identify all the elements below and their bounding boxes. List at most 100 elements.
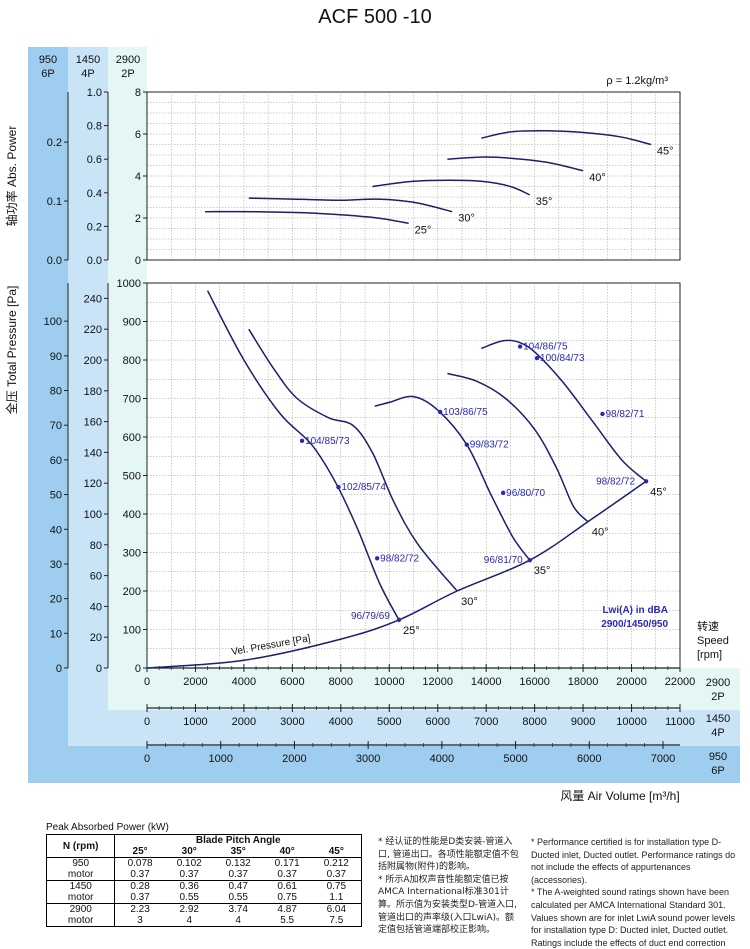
power-tick-950: 0.2 <box>47 137 62 149</box>
speed-right-1450-pole: 4P <box>711 727 724 739</box>
pressure-tick-2900: 800 <box>123 355 141 367</box>
volume-tick-2900: 14000 <box>471 676 502 688</box>
power-table: N (rpm) Blade Pitch Angle 25° 30° 35° 40° 45… <box>46 834 362 927</box>
table-cell: 7.5 <box>329 915 344 926</box>
volume-tick-2900: 12000 <box>422 676 453 688</box>
table-cell: 6.04 <box>326 904 347 915</box>
sound-point <box>437 409 443 415</box>
volume-tick-2900: 6000 <box>280 676 304 688</box>
table-row: motor 0.37 0.55 0.55 0.75 1.1 <box>46 892 362 904</box>
pressure-tick-1450: 160 <box>84 417 102 429</box>
pressure-tick-1450: 220 <box>84 324 102 336</box>
speed-label: [rpm] <box>697 649 722 661</box>
band-2900-bottom <box>108 668 740 710</box>
table-cell: 0.102 <box>176 858 202 869</box>
sound-label: 100/84/73 <box>540 353 585 364</box>
table-cell: 2.92 <box>179 904 199 915</box>
sound-point <box>527 558 532 563</box>
row-label: motor <box>46 869 116 881</box>
table-cell: 0.37 <box>114 869 165 881</box>
volume-tick-950: 0 <box>144 753 150 765</box>
sound-point <box>534 355 540 361</box>
sound-point <box>299 438 305 444</box>
power-axis-label: 轴功率 Abs. Power <box>4 126 19 227</box>
table-cell: 0.55 <box>164 892 214 904</box>
volume-tick-1450: 1000 <box>183 716 207 728</box>
volume-tick-2900: 20000 <box>616 676 647 688</box>
table-row: 2900 2.23 2.92 3.74 4.87 6.04 <box>46 903 362 915</box>
band-2900 <box>108 47 147 710</box>
sound-label: 96/79/69 <box>351 611 390 622</box>
pressure-tick-950: 70 <box>50 420 62 432</box>
table-cell: 0.37 <box>262 869 312 881</box>
volume-tick-2900: 10000 <box>374 676 405 688</box>
speed-right-950: 950 <box>709 751 727 763</box>
row-label: 2900 <box>46 903 116 915</box>
table-cell: 0.37 <box>164 869 214 881</box>
power-tick-1450: 0.8 <box>87 121 102 133</box>
volume-tick-2900: 4000 <box>232 676 256 688</box>
volume-tick-950: 6000 <box>577 753 601 765</box>
table-cell: 0.47 <box>228 881 248 892</box>
power-tick-2900: 6 <box>135 129 141 141</box>
volume-tick-1450: 0 <box>144 716 150 728</box>
pressure-tick-950: 50 <box>50 490 62 502</box>
sound-label: 96/81/70 <box>484 555 523 566</box>
row-label: 1450 <box>46 880 116 892</box>
volume-tick-950: 5000 <box>503 753 527 765</box>
velocity-pressure-curve <box>146 480 647 669</box>
power-curve-label: 40° <box>589 172 606 184</box>
table-cell: 0.36 <box>179 881 199 892</box>
pressure-tick-1450: 120 <box>84 478 102 490</box>
power-tick-950: 0.1 <box>47 196 62 208</box>
volume-tick-2900: 16000 <box>519 676 550 688</box>
speed-header-rpm: 950 <box>39 54 57 66</box>
volume-tick-950: 7000 <box>651 753 675 765</box>
volume-tick-1450: 3000 <box>280 716 304 728</box>
sound-label: 104/85/73 <box>305 436 350 447</box>
table-row: 950 0.078 0.102 0.132 0.171 0.212 <box>46 857 362 869</box>
sound-point <box>374 556 380 561</box>
grid <box>147 92 680 668</box>
volume-tick-1450: 7000 <box>474 716 498 728</box>
volume-tick-1450: 2000 <box>232 716 256 728</box>
volume-tick-2900: 8000 <box>329 676 353 688</box>
pressure-tick-1450: 240 <box>84 293 102 305</box>
table-cell: 0.37 <box>213 869 263 881</box>
power-curve-label: 35° <box>536 196 553 208</box>
band-950 <box>28 47 68 783</box>
pressure-tick-950: 20 <box>50 594 62 606</box>
speed-header-rpm: 1450 <box>76 54 100 66</box>
pressure-axis-label: 全压 Total Pressure [Pa] <box>4 286 19 415</box>
pressure-tick-2900: 300 <box>123 548 141 560</box>
volume-tick-1450: 6000 <box>425 716 449 728</box>
pressure-tick-2900: 200 <box>123 586 141 598</box>
sound-label: 98/82/72 <box>596 476 635 487</box>
table-cell: 4 <box>235 915 241 926</box>
pressure-curve-label: 25° <box>403 625 420 637</box>
pressure-curve-3 <box>447 372 589 523</box>
power-curve-1 <box>248 197 453 213</box>
speed-header-pole: 2P <box>121 68 134 80</box>
note-en-1: * Performance certified is for installat… <box>531 837 736 885</box>
angle-header-4: 45° <box>311 846 362 858</box>
pressure-tick-950: 100 <box>44 316 62 328</box>
volume-tick-950: 1000 <box>208 753 232 765</box>
power-tick-2900: 4 <box>135 171 141 183</box>
power-tick-1450: 1.0 <box>87 87 102 99</box>
density-label: ρ = 1.2kg/m³ <box>606 75 668 87</box>
table-cell: 0.75 <box>262 892 312 904</box>
pressure-tick-2900: 500 <box>123 471 141 483</box>
band-1450 <box>68 47 108 746</box>
note-cn-2: * 所示A加权声音性能额定值已按AMCA International标准301计… <box>378 874 518 936</box>
sound-label: 104/86/75 <box>523 342 568 353</box>
volume-tick-2900: 2000 <box>183 676 207 688</box>
row-label: motor <box>46 915 116 927</box>
sound-label: 99/83/72 <box>470 440 509 451</box>
rpm-col-header: N (rpm) <box>46 834 116 858</box>
volume-tick-2900: 22000 <box>665 676 696 688</box>
sound-label: 96/80/70 <box>506 488 545 499</box>
sound-point <box>336 484 341 490</box>
sound-label: 103/86/75 <box>443 407 488 418</box>
